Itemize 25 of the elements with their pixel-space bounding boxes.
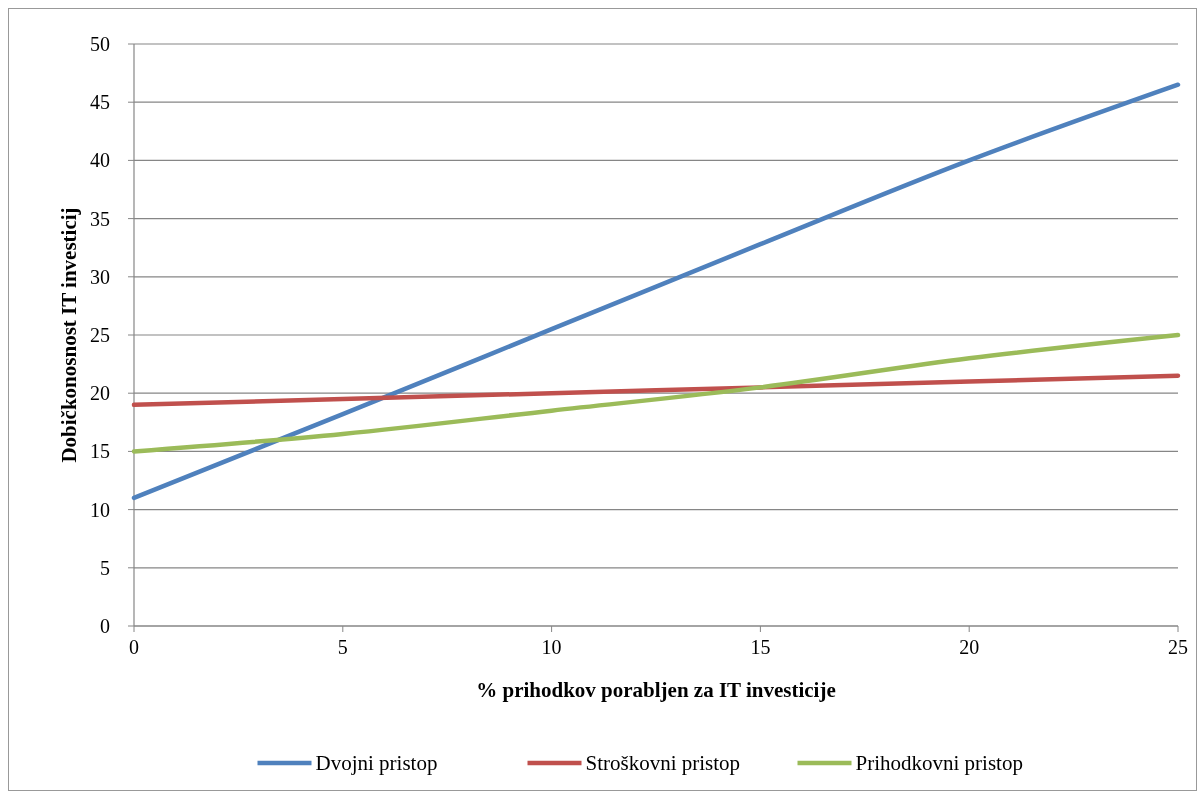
line-series — [131, 332, 1181, 454]
y-tick-label: 25 — [90, 324, 110, 346]
y-tick-label: 20 — [90, 382, 110, 405]
x-tick-label: 15 — [750, 636, 771, 658]
x-tick-label: 25 — [1168, 636, 1188, 658]
y-tick-label: 50 — [90, 33, 110, 55]
y-tick-label: 40 — [90, 149, 110, 172]
legend-label: Stroškovni pristop — [585, 751, 741, 775]
legend-label: Dvojni pristop — [315, 751, 438, 775]
x-tick-label: 20 — [959, 636, 980, 658]
y-tick-label: 30 — [90, 265, 110, 288]
y-tick-label: 15 — [90, 440, 110, 463]
x-tick-label: 10 — [541, 636, 562, 658]
x-tick-label: 5 — [337, 636, 348, 658]
legend-label: Prihodkovni pristop — [855, 751, 1023, 775]
line-series — [131, 373, 1181, 408]
y-tick-label: 10 — [90, 498, 110, 521]
y-tick-label: 0 — [100, 615, 110, 637]
x-tick-label: 0 — [129, 636, 139, 658]
y-tick-label: 35 — [90, 207, 110, 230]
y-tick-label: 45 — [90, 91, 110, 114]
line-series — [131, 82, 1181, 501]
y-tick-label: 5 — [100, 556, 110, 579]
x-axis-title: % prihodkov porabljen za IT investicije — [476, 678, 836, 702]
y-axis-title: Dobičkonosnost IT investicij — [57, 207, 81, 463]
